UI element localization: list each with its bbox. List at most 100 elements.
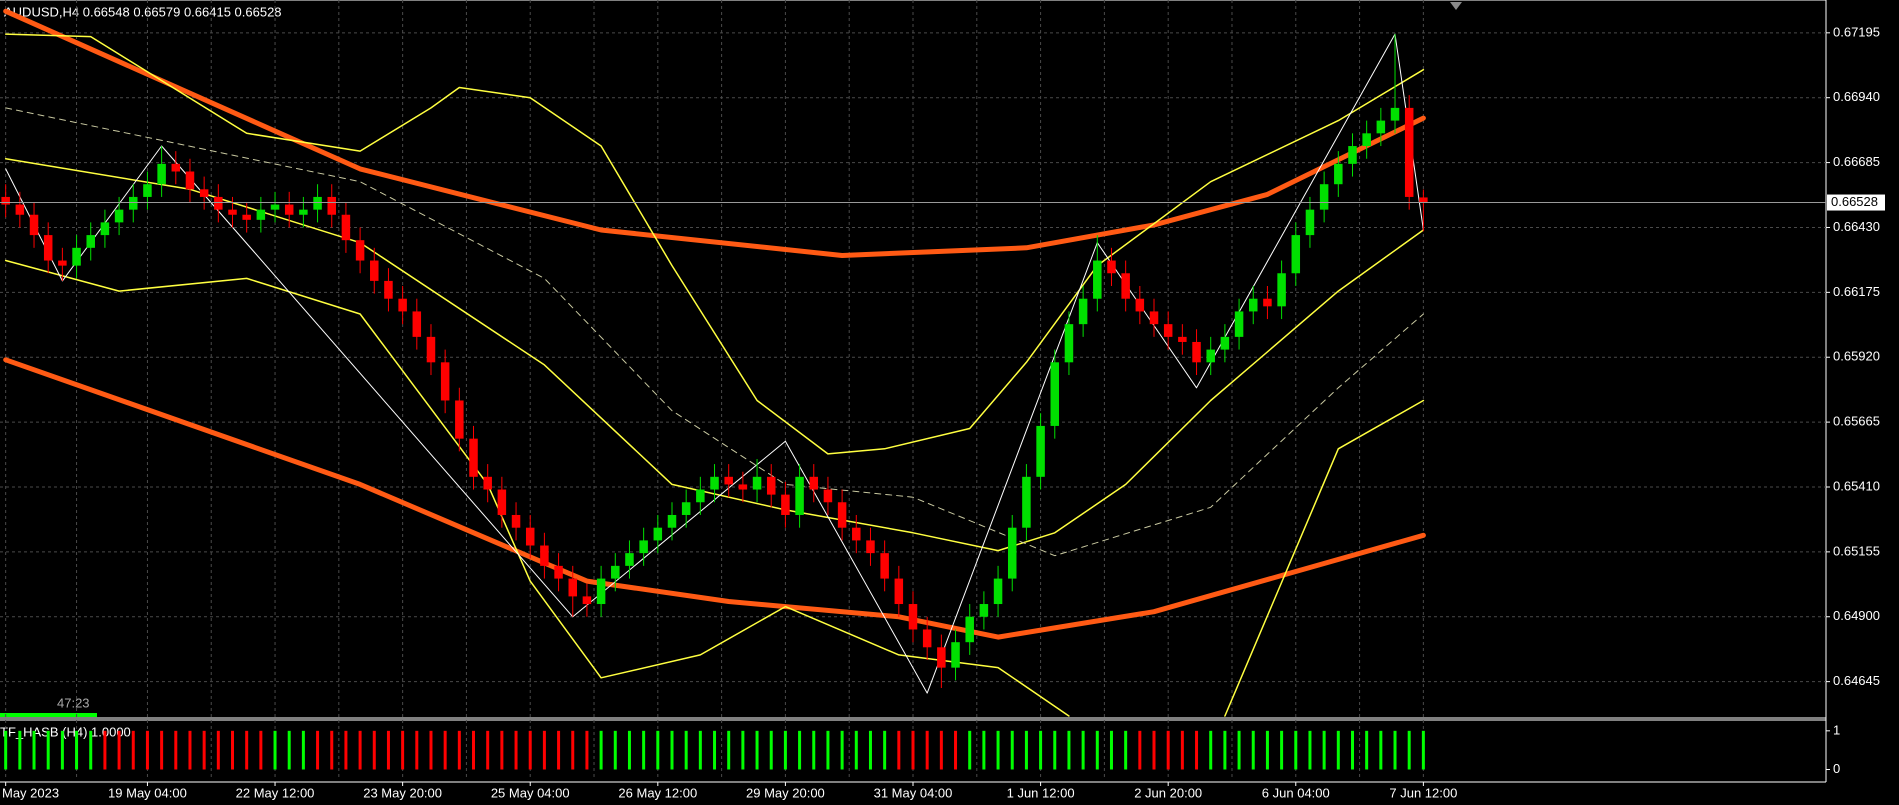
candle-body: [951, 642, 960, 668]
candle-body: [809, 476, 819, 490]
candle-body: [852, 527, 861, 541]
candle-body: [43, 235, 53, 261]
candle-body: [1178, 336, 1187, 342]
candle-body: [1419, 197, 1428, 203]
candle-body: [483, 476, 492, 490]
candle-body: [185, 171, 195, 190]
candle-body: [1007, 527, 1017, 579]
candle-body: [1248, 298, 1258, 312]
candle-body: [724, 476, 733, 485]
candle-body: [1234, 311, 1244, 337]
candle-body: [497, 489, 507, 515]
candle-body: [1206, 349, 1215, 363]
timer-bar: [0, 713, 97, 717]
candle-body: [370, 260, 379, 281]
chart-title: AUDUSD,H4 0.66548 0.66579 0.66415 0.6652…: [4, 4, 282, 19]
y-tick-label: 0.65410: [1833, 478, 1880, 493]
candle-body: [299, 209, 308, 215]
candle-body: [469, 438, 478, 477]
candle-body: [908, 604, 918, 630]
candle-body: [100, 222, 110, 236]
candle-body: [1022, 476, 1031, 528]
candle-body: [1093, 260, 1102, 299]
candle-body: [1064, 324, 1074, 363]
candle-body: [455, 400, 464, 439]
candle-body: [1348, 146, 1357, 164]
candle-body: [752, 476, 762, 490]
candle-body: [228, 209, 237, 215]
x-tick-label: 19 May 04:00: [108, 785, 187, 800]
candle-body: [596, 578, 606, 605]
candle-body: [412, 311, 422, 337]
y-tick-label: 0: [1833, 761, 1840, 776]
candle-body: [993, 578, 1003, 605]
candle-body: [1149, 311, 1159, 325]
candle-body: [86, 235, 95, 248]
candle-body: [766, 476, 776, 495]
candle-body: [114, 209, 124, 223]
candle-body: [199, 189, 209, 197]
candle-body: [568, 578, 578, 597]
candle-body: [511, 514, 521, 528]
candle-body: [653, 527, 663, 541]
candle-body: [582, 596, 592, 605]
candle-body: [214, 196, 223, 210]
y-tick-label: 0.65920: [1833, 349, 1880, 364]
candle-body: [313, 196, 322, 210]
candle-body: [880, 553, 889, 579]
x-tick-label: 2 Jun 20:00: [1134, 785, 1202, 800]
candle-body: [327, 196, 336, 215]
candle-body: [625, 553, 634, 566]
candle-body: [540, 545, 549, 566]
candle-body: [1220, 336, 1230, 350]
candle-body: [29, 214, 39, 236]
candle-body: [398, 298, 407, 312]
candle-body: [284, 204, 294, 215]
candle-body: [866, 540, 875, 554]
x-tick-label: 25 May 04:00: [491, 785, 570, 800]
candle-body: [611, 565, 620, 579]
candle-body: [696, 489, 705, 503]
indicator-line: [3, 357, 1426, 640]
candle-body: [937, 647, 946, 668]
candle-body: [384, 280, 393, 299]
candle-body: [781, 494, 790, 515]
candle-body: [1362, 133, 1371, 147]
current-price-box: [1827, 194, 1885, 211]
candle-body: [1277, 273, 1286, 307]
candle-body: [242, 214, 251, 220]
candle-body: [738, 484, 748, 490]
candle-body: [795, 476, 804, 515]
x-tick-label: 29 May 20:00: [746, 785, 825, 800]
x-tick-label: 22 May 12:00: [236, 785, 315, 800]
x-tick-label: 26 May 12:00: [618, 785, 697, 800]
candle-body: [1050, 362, 1060, 426]
x-tick-label: May 2023: [2, 785, 59, 800]
candle-body: [1319, 184, 1329, 210]
candle-body: [426, 336, 436, 363]
candle-body: [554, 565, 563, 579]
indicator-line: [5, 33, 1424, 694]
candle-body: [965, 616, 974, 643]
candle-body: [1390, 107, 1400, 121]
candle-body: [1291, 235, 1301, 274]
candle-body: [639, 540, 648, 554]
x-tick-label: 7 Jun 12:00: [1389, 785, 1457, 800]
indicator-line: [4, 33, 1425, 455]
candle-body: [72, 247, 81, 266]
candle-body: [1121, 273, 1130, 299]
y-tick-label: 0.65665: [1833, 414, 1880, 429]
bar-timer: 47:23: [57, 695, 90, 710]
candle-body: [341, 214, 351, 241]
candle-body: [270, 204, 280, 210]
candle-body: [256, 209, 266, 220]
indicator-line: [3, 8, 1426, 258]
candle-body: [1036, 425, 1045, 477]
candle-body: [979, 604, 989, 617]
candle-body: [440, 362, 450, 401]
candle-body: [710, 476, 719, 490]
candle-body: [1, 196, 10, 205]
candle-body: [1305, 209, 1315, 236]
